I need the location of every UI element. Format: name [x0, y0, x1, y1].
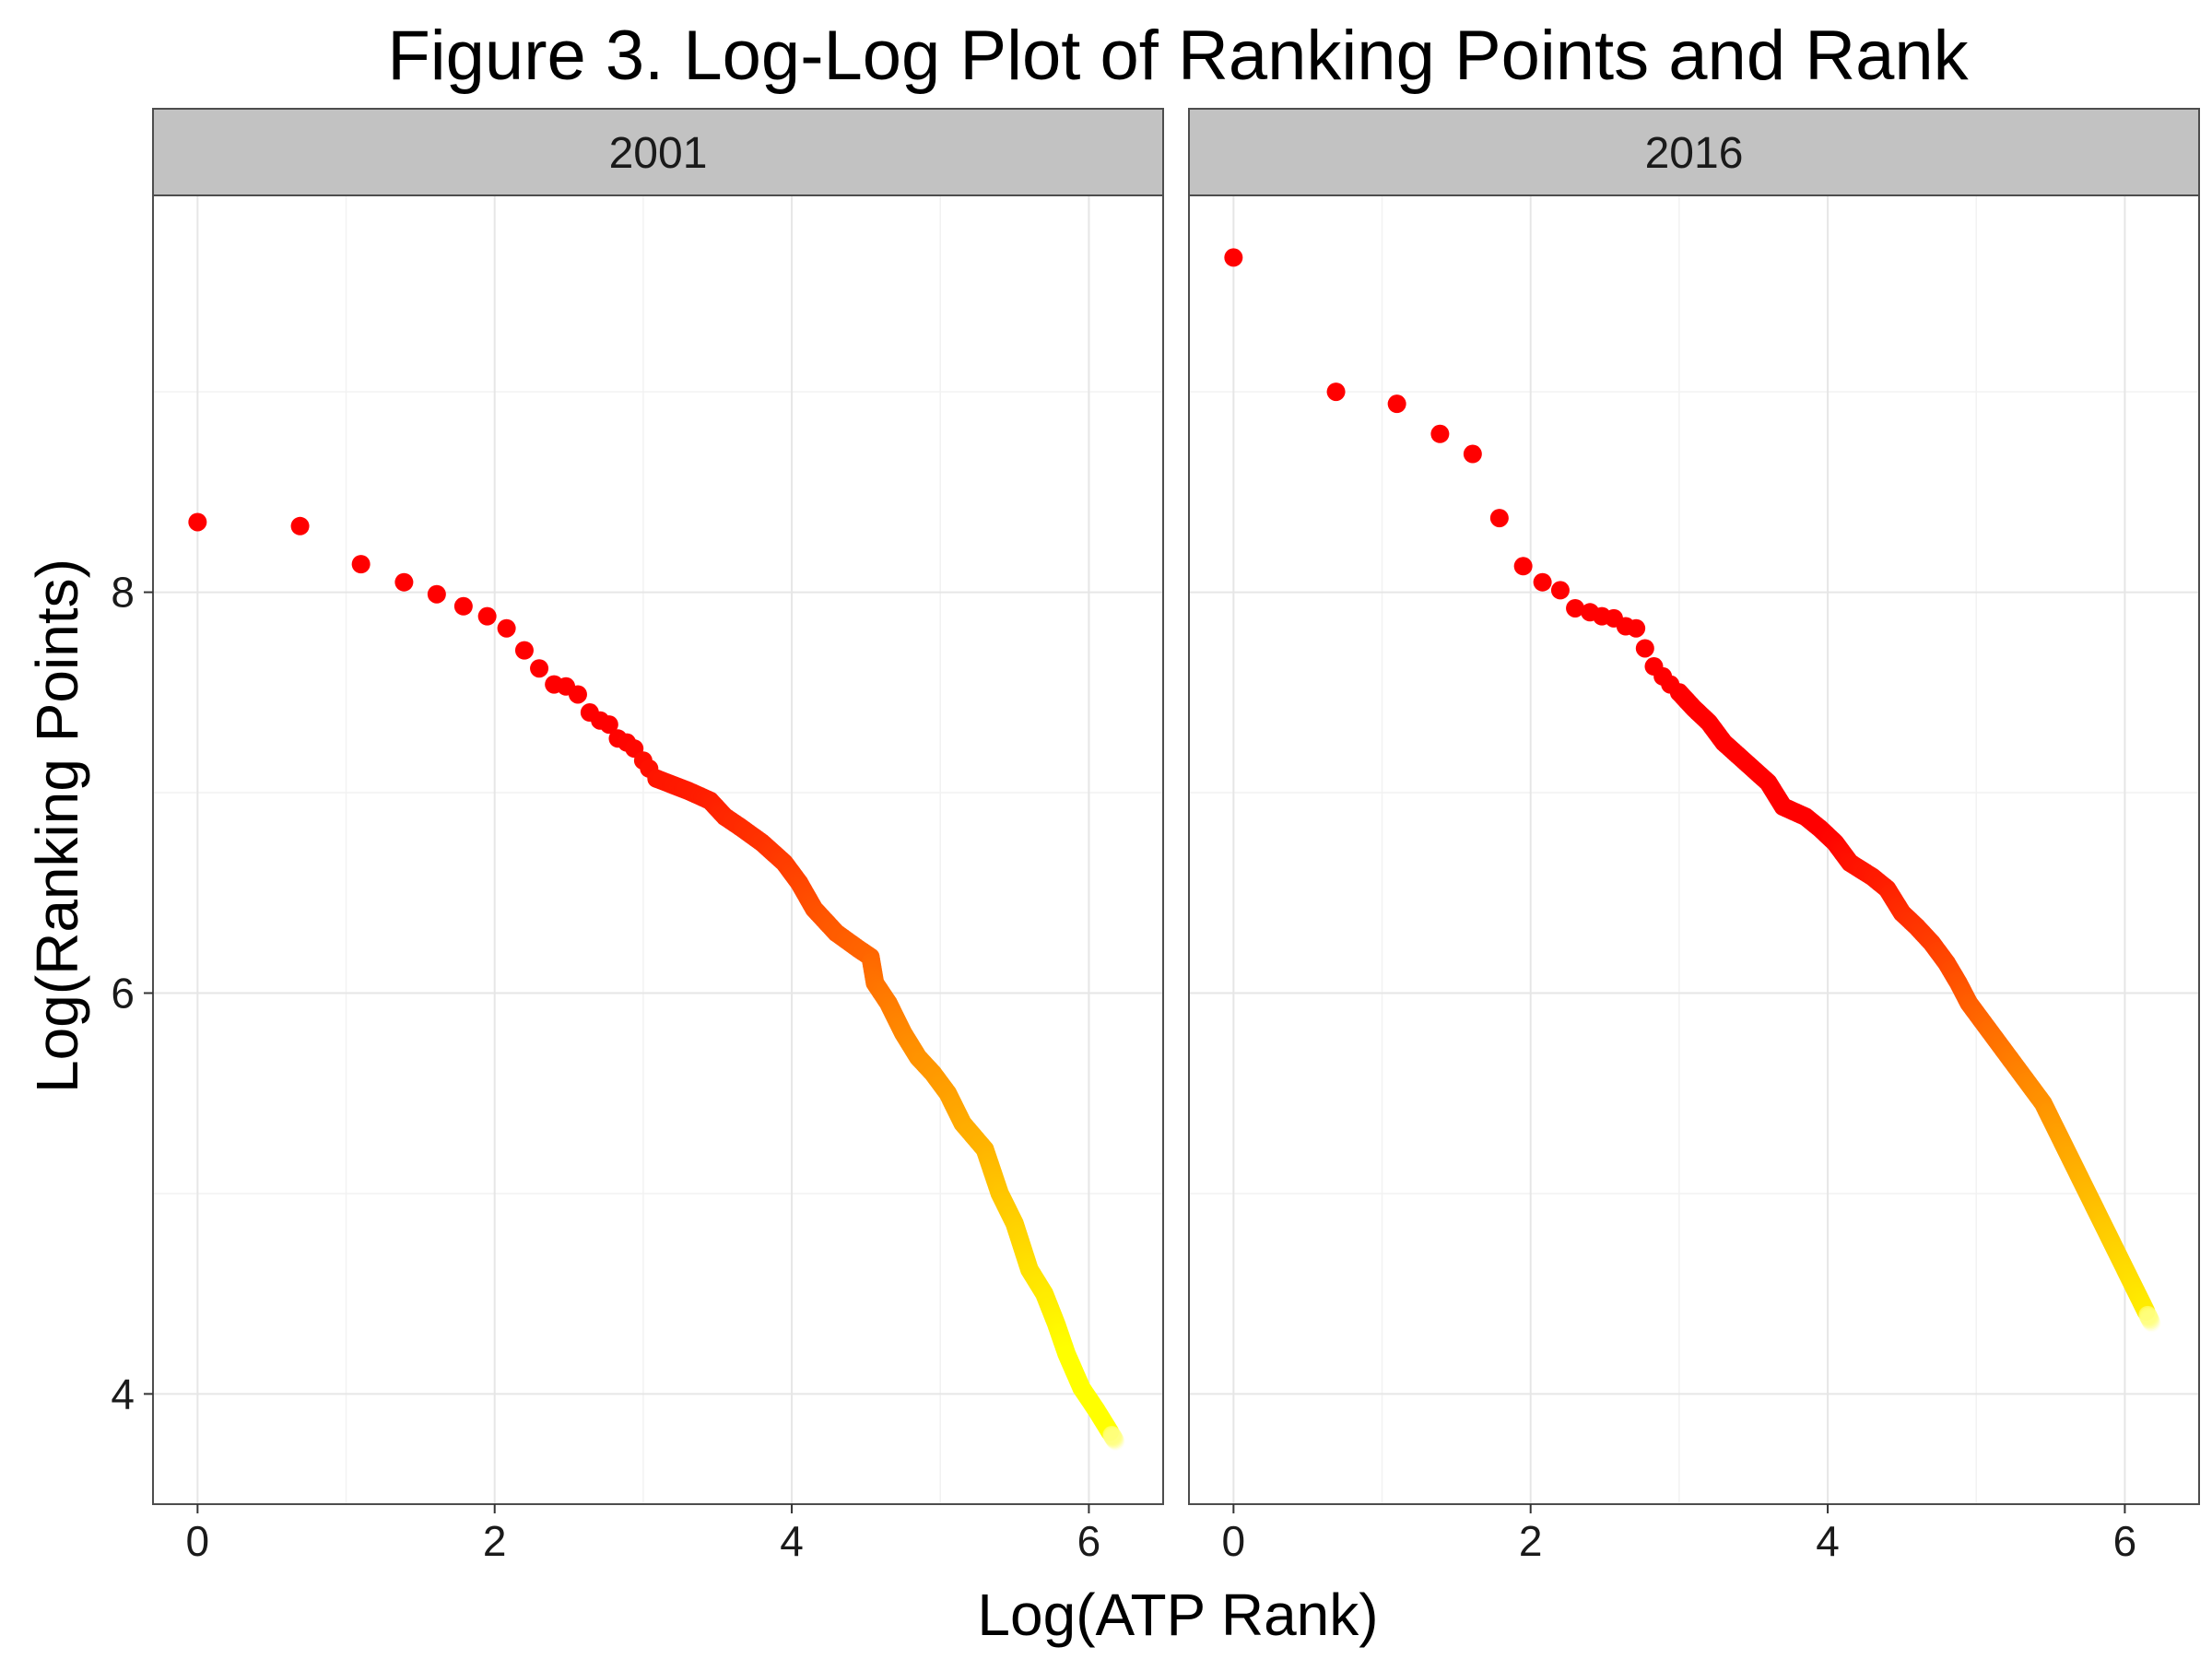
data-point — [1326, 382, 1346, 402]
x-tick-label: 2 — [483, 1517, 507, 1565]
data-point — [2141, 1311, 2160, 1330]
plot-background — [1189, 195, 2199, 1504]
panel-border — [152, 194, 1164, 1505]
data-point — [1105, 1430, 1124, 1450]
x-tick-label: 6 — [2113, 1517, 2137, 1565]
panel-2016: 2016 — [1188, 108, 2200, 1505]
data-point — [1106, 1431, 1125, 1451]
x-tick-label: 0 — [1222, 1517, 1246, 1565]
facet-label: 2016 — [1645, 129, 1744, 178]
data-point — [188, 512, 207, 532]
data-point — [1550, 581, 1570, 600]
data-point — [1566, 598, 1585, 618]
y-tick-label: 8 — [111, 569, 135, 617]
data-point — [1224, 248, 1243, 267]
data-point — [530, 659, 549, 678]
panels: 2001 2016 — [152, 108, 2200, 1505]
plot-background — [153, 195, 1163, 1504]
data-point — [2140, 1310, 2159, 1329]
data-point — [1387, 394, 1406, 414]
y-tick-label: 4 — [111, 1370, 135, 1418]
x-tick-label: 6 — [1077, 1517, 1101, 1565]
gridlines — [1189, 195, 2199, 1504]
data-point — [1430, 424, 1450, 443]
data-point — [1627, 618, 1646, 638]
data-point — [2142, 1313, 2161, 1333]
y-axis: 4 6 8 — [111, 569, 153, 1418]
data-point — [497, 618, 516, 638]
data-point — [1635, 639, 1654, 658]
data-points — [1224, 248, 2161, 1333]
chart-title: Figure 3. Log-Log Plot of Ranking Points… — [387, 17, 1969, 95]
data-point — [1463, 444, 1482, 464]
data-point — [477, 606, 497, 626]
data-points — [188, 512, 1125, 1451]
x-axis-title: Log(ATP Rank) — [977, 1582, 1378, 1648]
data-point — [1489, 509, 1509, 528]
data-point — [568, 685, 587, 704]
x-tick-label: 4 — [1816, 1517, 1840, 1565]
data-point — [514, 641, 534, 660]
x-tick-label: 4 — [780, 1517, 804, 1565]
data-point — [1104, 1429, 1124, 1448]
x-axis: 0 2 4 6 0 2 4 6 — [186, 1504, 2137, 1565]
data-point — [2139, 1308, 2159, 1327]
data-point — [599, 715, 618, 735]
data-point — [1105, 1430, 1124, 1449]
y-axis-title: Log(Ranking Points) — [24, 559, 90, 1093]
panel-2001: 2001 — [152, 108, 1164, 1505]
data-point — [351, 555, 371, 574]
facet-strip — [1188, 108, 2200, 196]
panel-border — [1188, 194, 2200, 1505]
data-point — [453, 596, 473, 616]
facet-label: 2001 — [609, 129, 708, 178]
data-point — [1103, 1428, 1123, 1447]
data-point — [394, 572, 414, 592]
data-point — [2141, 1312, 2160, 1331]
data-point — [1533, 572, 1552, 592]
data-point — [1513, 557, 1533, 576]
data-point — [427, 584, 446, 604]
y-tick-label: 6 — [111, 969, 135, 1017]
data-point — [2138, 1307, 2158, 1326]
data-point — [1102, 1427, 1122, 1446]
x-tick-label: 0 — [186, 1517, 210, 1565]
x-tick-label: 2 — [1519, 1517, 1543, 1565]
data-point — [290, 516, 310, 535]
facet-strip — [152, 108, 1164, 196]
